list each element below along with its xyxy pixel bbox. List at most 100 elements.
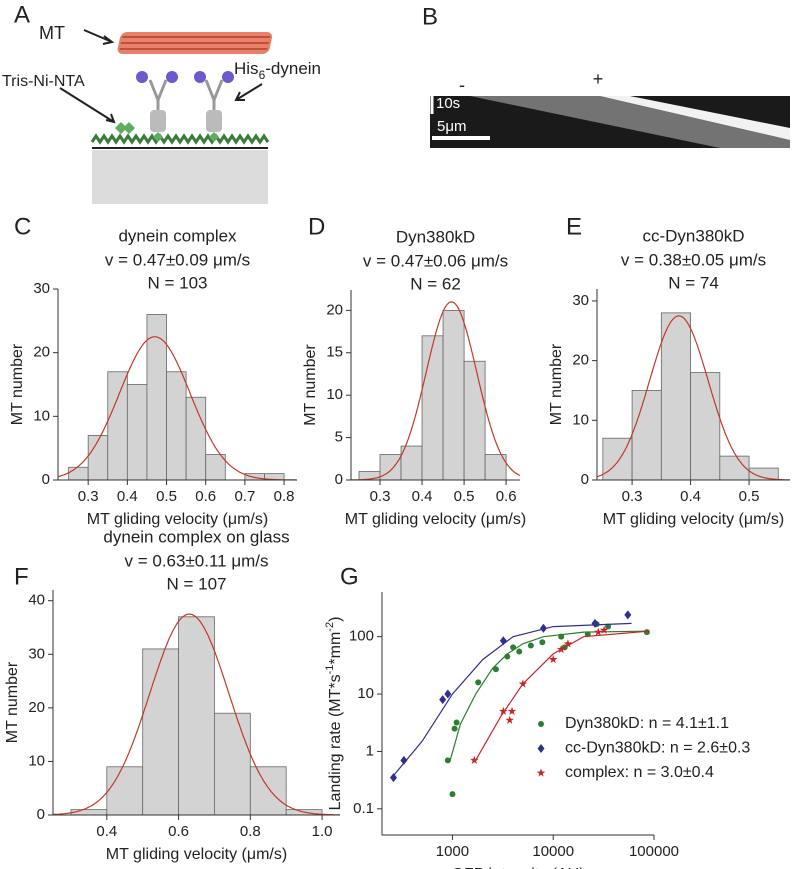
y-axis-label: MT number [548,343,565,425]
x-tick-label: 0.8 [274,488,295,505]
peg-layer [90,133,270,145]
x-tick-label: 0.5 [739,488,760,505]
point [499,636,507,646]
point [510,644,517,651]
y-axis-label-sup: -1 [324,665,336,675]
y-axis-label: MT number [9,343,26,425]
y-tick-label: 10 [357,685,374,702]
bar [442,309,465,481]
y-tick-label: 0 [37,806,45,823]
x-tick-label: 0.5 [156,488,177,505]
point [518,679,528,688]
x-tick-label: 0.4 [680,488,701,505]
mt-arrow [83,29,115,45]
bar [68,466,89,481]
dynein-heads [136,71,234,83]
annotation: N = 74 [668,273,719,292]
point [451,725,458,732]
label-linker: Tris-Ni-NTA [2,73,85,90]
point [556,644,566,653]
y-tick-label: 0.1 [353,800,374,817]
label-part: -dynein [265,59,321,78]
annotation: N = 62 [410,274,461,293]
x-tick-label: 10000 [532,843,574,860]
bar [107,371,128,481]
chart-title: cc-Dyn380kD [642,226,744,245]
y-tick-label: 40 [28,592,45,609]
bar [178,616,215,816]
bar [214,712,251,816]
panel-letter: D [308,213,325,240]
chart-subtitle: v = 0.63±0.11 μm/s [124,551,268,570]
legend-marker [537,744,545,753]
chart-title: Dyn380kD [396,227,475,246]
y-tick-label: 1 [366,742,374,759]
point [470,755,479,764]
kymograph [430,96,790,148]
y-axis-label-part: ) [327,617,344,622]
point [591,618,599,628]
annotation: N = 107 [166,574,226,593]
x-tick-label: 0.8 [240,823,261,840]
legend-label: complex: n = 3.0±0.4 [565,764,714,781]
legend-label: cc-Dyn380kD: n = 2.6±0.3 [565,740,750,757]
fit-curve [596,315,790,481]
x-tick-label: 100000 [629,843,679,860]
bar [660,312,691,481]
x-tick-label: 0.5 [454,488,475,505]
x-axis-label: MT gliding velocity (μm/s) [345,511,526,528]
point [516,648,523,655]
x-axis-label: MT gliding velocity (μm/s) [603,511,784,528]
point [539,623,547,633]
x-axis-label: GFP intensity (AU) [451,866,584,869]
y-tick-label: 0 [335,471,343,488]
y-tick-label: 10 [326,386,343,403]
panel-letter: A [14,1,30,28]
legend-label: Dyn380kD: n = 4.1±1.1 [565,715,729,732]
label-mt: MT [39,23,65,43]
fit-curve [391,622,632,778]
chart-title: dynein complex [118,226,237,245]
point [527,642,534,649]
y-tick-label: 10 [33,407,50,424]
point [499,706,508,715]
label-part: His [234,59,259,78]
x-tick-label: 0.6 [195,488,216,505]
dynein-arrow [234,83,263,101]
annotation: N = 103 [147,273,207,292]
chart-subtitle: v = 0.38±0.05 μm/s [621,250,766,269]
point [558,633,565,640]
bar [421,335,444,481]
y-tick-label: 0 [581,471,589,488]
dynein-tails [150,110,222,132]
point [444,757,451,764]
legend-marker [538,721,544,727]
x-tick-label: 0.6 [168,823,189,840]
y-tick-label: 30 [572,292,589,309]
x-tick-label: 1.0 [312,823,333,840]
x-axis-label: MT gliding velocity (μm/s) [87,511,268,528]
x-tick-label: 0.6 [496,488,517,505]
y-tick-label: 10 [28,752,45,769]
panel-letter: C [14,213,31,240]
panel-letter: E [566,213,582,240]
fit-curve [57,336,297,481]
axis-line [381,592,654,836]
chart-subtitle: v = 0.47±0.06 μm/s [363,251,508,270]
label-sub: 6 [259,68,266,82]
fit-curve [475,630,650,761]
y-tick-label: 5 [335,429,343,446]
bar [205,454,226,481]
x-tick-label: 1000 [436,843,469,860]
point [449,791,456,798]
point [594,627,603,636]
x-tick-label: 0.4 [96,823,117,840]
bar [146,314,167,481]
length-scale: 5μm [437,118,466,135]
legend-marker [536,768,546,777]
panel-letter: F [14,563,29,590]
y-tick-label: 15 [326,344,343,361]
x-tick-label: 0.4 [117,488,138,505]
bar [631,390,662,481]
